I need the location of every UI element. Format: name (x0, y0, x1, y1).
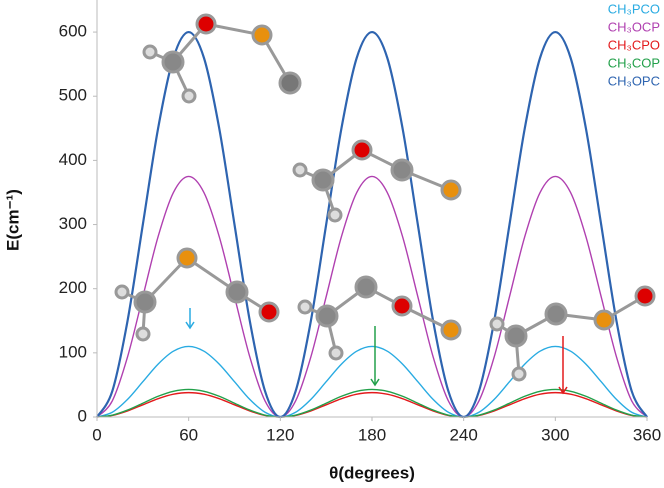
x-axis-label: θ(degrees) (329, 463, 415, 482)
y-tick-label: 300 (59, 214, 87, 233)
legend-label: CH₃OCP (608, 19, 660, 34)
series-line (96, 175, 648, 418)
x-tick-label: 360 (633, 425, 661, 444)
x-tick-label: 0 (92, 425, 101, 444)
legend-label: CH₃OPC (608, 73, 660, 88)
x-tick-label: 240 (449, 425, 477, 444)
arrows (185, 308, 568, 395)
series-line (96, 345, 648, 418)
y-tick-label: 600 (59, 22, 87, 41)
series-line (96, 391, 648, 418)
series-line (96, 30, 648, 419)
legend-label: CH₃CPO (608, 37, 660, 52)
legend-label: CH₃PCO (608, 1, 660, 16)
molecule-illustrations (114, 13, 656, 382)
y-tick-label: 500 (59, 86, 87, 105)
y-axis-label: E(cm⁻¹) (3, 189, 22, 251)
y-tick-label: 200 (59, 278, 87, 297)
y-tick-label: 400 (59, 150, 87, 169)
y-tick-label: 0 (78, 406, 87, 425)
x-tick-label: 60 (179, 425, 198, 444)
x-tick-label: 120 (266, 425, 294, 444)
y-tick-label: 100 (59, 342, 87, 361)
series-line (96, 388, 648, 418)
x-tick-label: 300 (541, 425, 569, 444)
legend-label: CH₃COP (608, 55, 660, 70)
x-tick-label: 180 (358, 425, 386, 444)
